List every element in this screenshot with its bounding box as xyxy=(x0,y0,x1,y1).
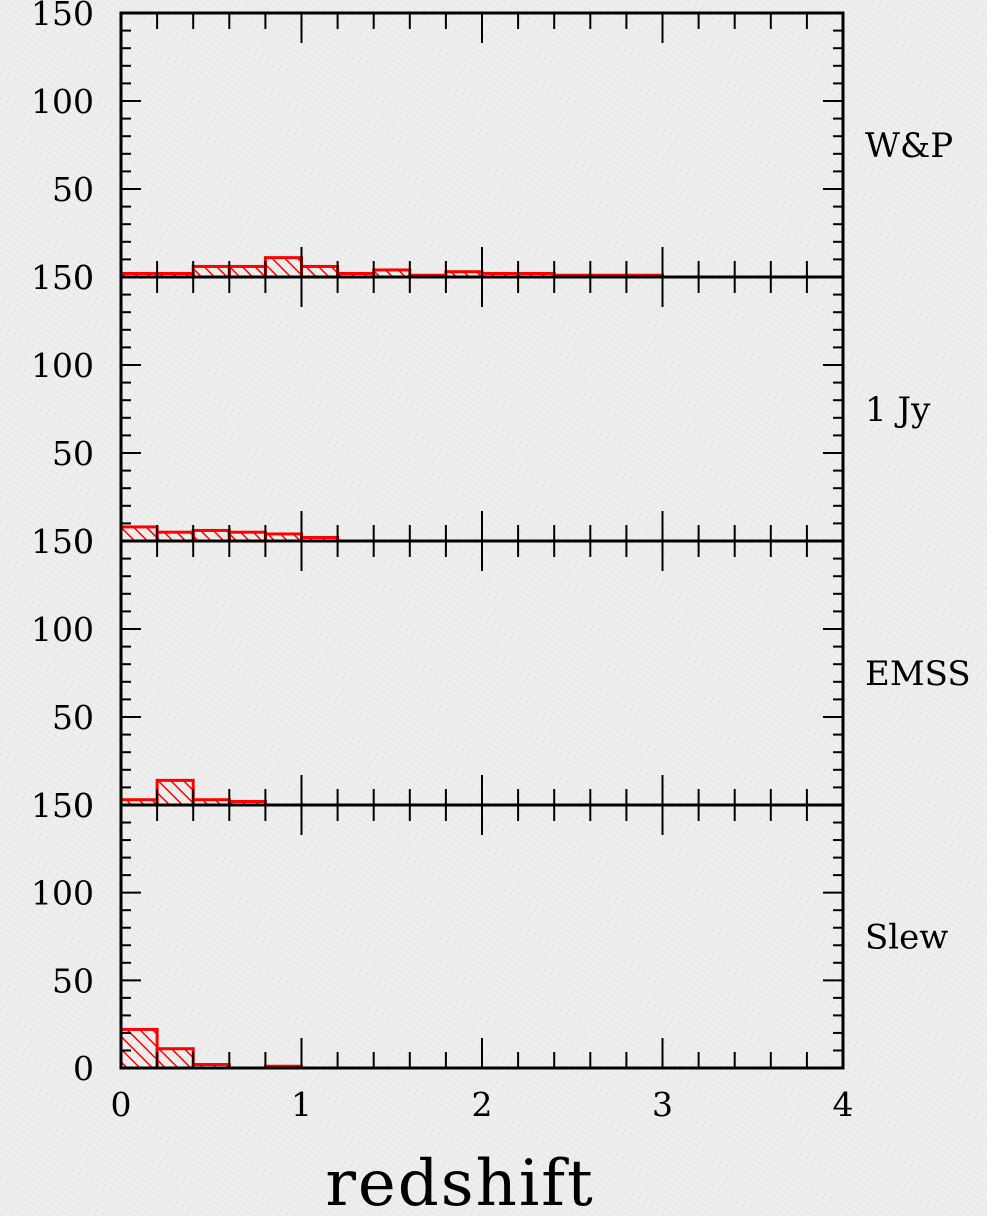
y-tick-label: 100 xyxy=(31,346,94,385)
histogram-bar-w-p-2 xyxy=(191,264,231,279)
y-tick-label: 0 xyxy=(73,258,94,297)
y-tick-label: 100 xyxy=(31,82,94,121)
x-axis-title: redshift xyxy=(325,1147,594,1216)
histogram-bar-emss-1 xyxy=(155,778,195,807)
y-tick-label: 50 xyxy=(52,961,94,1000)
histogram-bar-slew-0 xyxy=(119,1027,159,1070)
y-tick-label: 150 xyxy=(31,0,94,33)
panel-label-1-jy: 1 Jy xyxy=(865,390,931,430)
histogram-bar-w-p-3 xyxy=(227,264,267,279)
panel-frame-1-jy xyxy=(119,275,845,543)
y-tick-label: 0 xyxy=(73,786,94,825)
x-tick-label: 4 xyxy=(833,1085,854,1124)
y-tick-label: 50 xyxy=(52,170,94,209)
panel-label-emss: EMSS xyxy=(865,654,971,694)
x-tick-label: 0 xyxy=(111,1085,132,1124)
y-tick-label: 50 xyxy=(52,434,94,473)
histogram-bar-1-jy-2 xyxy=(191,528,231,543)
x-tick-label: 1 xyxy=(291,1085,312,1124)
panel-frame-emss xyxy=(119,539,845,807)
y-tick-label: 50 xyxy=(52,698,94,737)
histogram-bar-1-jy-0 xyxy=(119,525,159,543)
y-tick-label: 150 xyxy=(31,786,94,825)
x-tick-label: 3 xyxy=(652,1085,673,1124)
y-tick-label: 0 xyxy=(73,522,94,561)
y-tick-label: 100 xyxy=(31,874,94,913)
y-tick-label: 150 xyxy=(31,522,94,561)
histogram-bar-slew-1 xyxy=(155,1047,195,1070)
y-tick-label: 150 xyxy=(31,258,94,297)
panel-frame-w-p xyxy=(119,11,845,279)
panel-frame-slew xyxy=(119,803,845,1070)
histogram-bar-w-p-5 xyxy=(300,264,340,279)
histogram-bar-w-p-4 xyxy=(263,256,303,279)
panel-label-slew: Slew xyxy=(865,918,948,958)
panel-label-w-p: W&P xyxy=(865,126,953,166)
y-tick-label: 0 xyxy=(73,1049,94,1088)
x-tick-label: 2 xyxy=(472,1085,493,1124)
y-tick-label: 100 xyxy=(31,610,94,649)
